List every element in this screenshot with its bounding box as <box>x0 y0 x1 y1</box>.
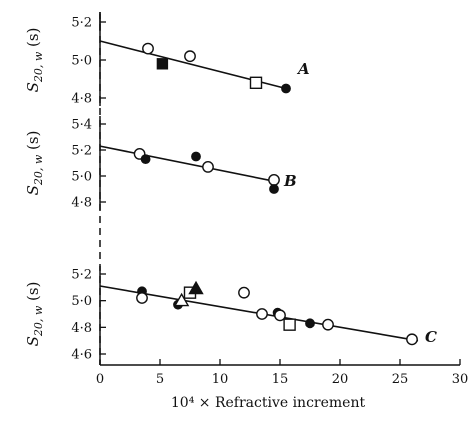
data-point-open-circle <box>406 333 418 346</box>
x-axis-label: 10⁴ × Refractive increment <box>171 395 366 411</box>
panel-label: B <box>283 172 297 190</box>
y-tick-label: 5·0 <box>71 54 92 69</box>
y-tick-label: 5·0 <box>71 294 92 309</box>
panel-label: C <box>425 328 437 346</box>
y-axis-label: S20, w (s) <box>24 131 45 196</box>
data-point-open-circle <box>322 318 334 331</box>
data-point-open-square <box>283 318 296 331</box>
data-point-open-circle <box>238 286 250 299</box>
y-tick-label: 4·6 <box>71 348 92 363</box>
data-point-open-circle <box>136 292 148 304</box>
y-tick-label: 5·2 <box>71 144 92 159</box>
data-point-open-circle <box>184 50 196 63</box>
data-point-filled-square <box>156 58 169 70</box>
data-point-filled-circle <box>305 318 315 329</box>
data-point-filled-circle <box>191 151 201 162</box>
data-point-open-circle <box>274 309 286 322</box>
x-tick-label: 30 <box>452 372 469 387</box>
data-point-open-circle <box>202 160 214 173</box>
x-tick-label: 20 <box>332 372 349 387</box>
data-point-open-triangle <box>173 292 190 307</box>
x-tick-label: 0 <box>96 372 104 387</box>
x-tick-label: 5 <box>156 372 164 387</box>
y-tick-label: 4·8 <box>71 92 92 107</box>
data-point-open-square <box>249 76 263 90</box>
y-axis-label: S20, w (s) <box>24 282 45 347</box>
x-tick-label: 15 <box>272 372 289 387</box>
data-point-open-circle <box>256 308 268 320</box>
y-tick-label: 5·2 <box>71 16 92 31</box>
data-point-filled-circle <box>140 154 151 165</box>
panel-C: 5·2 5·0 4·8 4·6 S20, w (s) C <box>24 268 437 363</box>
y-tick-label: 5·4 <box>71 118 92 133</box>
data-point-filled-triangle <box>188 280 204 295</box>
panel-B: 5·4 5·2 5·0 4·8 S20, w (s) B <box>24 118 297 211</box>
y-tick-label: 5·2 <box>71 268 92 283</box>
data-point-open-circle <box>268 173 280 186</box>
fit-line <box>99 145 275 182</box>
panel-label: A <box>296 60 310 78</box>
data-point-filled-circle <box>281 83 291 94</box>
data-point-filled-circle <box>269 184 279 194</box>
y-axis-label: S20, w (s) <box>24 28 45 93</box>
x-tick-label: 25 <box>392 372 409 387</box>
y-tick-label: 5·0 <box>71 170 92 185</box>
data-point-open-circle <box>142 42 154 55</box>
y-tick-label: 4·8 <box>71 196 92 211</box>
y-tick-label: 4·8 <box>71 321 92 336</box>
x-tick-label: 10 <box>212 372 229 387</box>
panel-A: 5·2 5·0 4·8 S20, w (s) A <box>24 16 310 107</box>
